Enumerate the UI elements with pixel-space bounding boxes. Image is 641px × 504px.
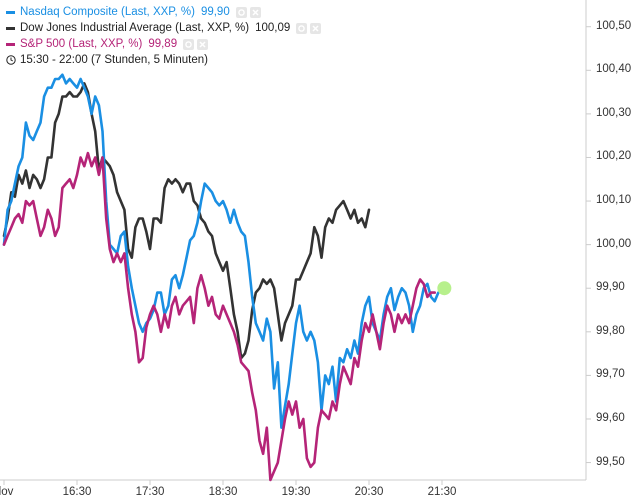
- series-line-dow-jones: [2, 82, 371, 360]
- y-tick-label: 100,20: [596, 150, 632, 163]
- legend-swatch: [6, 10, 15, 14]
- legend-swatch: [6, 42, 15, 46]
- close-icon[interactable]: [197, 38, 209, 50]
- timeframe-row: 15:30 - 22:00 (7 Stunden, 5 Minuten): [6, 52, 321, 68]
- legend-label: Nasdaq Composite (Last, XXP, %): [20, 6, 195, 18]
- clock-icon: [6, 55, 16, 65]
- close-icon[interactable]: [310, 22, 322, 34]
- y-tick-label: 100,30: [596, 106, 632, 119]
- x-tick-label: 21:30: [427, 486, 457, 498]
- legend-item-sp500[interactable]: S&P 500 (Last, XXP, %) 99,89: [6, 36, 321, 52]
- x-tick-label: lov: [0, 486, 14, 498]
- legend-item-dow-jones[interactable]: Dow Jones Industrial Average (Last, XXP,…: [6, 20, 322, 36]
- tick-marks: [3, 26, 591, 485]
- gear-icon[interactable]: [183, 38, 195, 50]
- legend-label: S&P 500 (Last, XXP, %): [20, 38, 143, 50]
- x-tick-label: 18:30: [208, 486, 238, 498]
- series-line-nasdaq: [2, 73, 440, 429]
- legend-value: 100,09: [255, 22, 291, 34]
- y-tick-label: 99,50: [596, 455, 625, 468]
- y-tick-label: 99,80: [596, 324, 625, 337]
- x-tick-label: 17:30: [135, 486, 165, 498]
- legend-label: Dow Jones Industrial Average (Last, XXP,…: [20, 22, 250, 34]
- legend-item-nasdaq[interactable]: Nasdaq Composite (Last, XXP, %) 99,90: [6, 4, 321, 20]
- legend-value: 99,89: [148, 38, 178, 50]
- legend-value: 99,90: [200, 6, 230, 18]
- y-tick-label: 100,40: [596, 63, 632, 76]
- x-tick-label: 16:30: [62, 486, 92, 498]
- x-tick-label: 20:30: [354, 486, 384, 498]
- close-icon[interactable]: [249, 6, 261, 18]
- y-tick-label: 99,70: [596, 368, 625, 381]
- chart-legend: Nasdaq Composite (Last, XXP, %) 99,90 Do…: [6, 4, 322, 68]
- marker-layer: [437, 281, 452, 296]
- x-tick-label: 19:30: [281, 486, 311, 498]
- series-line-sp500: [2, 151, 436, 482]
- legend-swatch: [6, 26, 15, 30]
- y-tick-label: 100,00: [596, 237, 632, 250]
- y-tick-label: 100,50: [596, 19, 632, 32]
- y-tick-label: 99,90: [596, 281, 625, 294]
- gear-icon[interactable]: [296, 22, 308, 34]
- gear-icon[interactable]: [235, 6, 247, 18]
- series-layer: [2, 73, 440, 482]
- y-tick-label: 99,60: [596, 411, 625, 424]
- timeframe-label: 15:30 - 22:00 (7 Stunden, 5 Minuten): [20, 54, 208, 66]
- y-tick-label: 100,10: [596, 194, 632, 207]
- last-value-marker: [437, 281, 452, 296]
